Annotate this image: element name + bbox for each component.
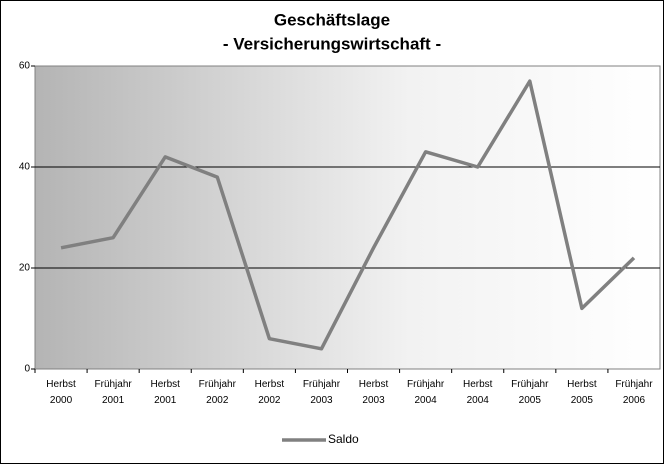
x-tick-label-box: Herbst 2000 bbox=[46, 379, 76, 406]
y-tick-label: 20 bbox=[19, 263, 31, 274]
x-tick-label-box: Frühjahr 2004 bbox=[407, 379, 445, 406]
x-tick-label: Frühjahr 2003 bbox=[302, 379, 341, 406]
x-tick-label-box: Herbst 2003 bbox=[358, 379, 389, 406]
x-tick-label-box: Herbst 2001 bbox=[150, 379, 180, 406]
x-tick-label-box: Frühjahr 2001 bbox=[94, 379, 132, 406]
x-tick-label-box: Frühjahr 2006 bbox=[615, 379, 653, 406]
x-tick-label: Herbst 2003 bbox=[358, 379, 389, 406]
x-tick-label-box: Herbst 2002 bbox=[254, 379, 285, 406]
chart-title: Geschäftslage bbox=[274, 10, 390, 29]
data-line bbox=[60, 79, 636, 351]
x-tick-label: Herbst 2001 bbox=[150, 379, 180, 406]
chart-subtitle: - Versicherungswirtschaft - bbox=[223, 34, 441, 53]
x-tick-label: Herbst 2002 bbox=[254, 379, 285, 406]
x-tick-label: Frühjahr 2002 bbox=[198, 379, 236, 406]
x-tick-label: Frühjahr 2006 bbox=[615, 379, 653, 406]
x-tick-label: Herbst 2004 bbox=[462, 379, 493, 406]
x-tick-label-box: Frühjahr 2002 bbox=[198, 379, 236, 406]
x-tick-label-box: Herbst 2005 bbox=[567, 379, 597, 406]
x-tick-label: Herbst 2000 bbox=[46, 379, 76, 406]
x-tick-label: Frühjahr 2005 bbox=[511, 379, 549, 406]
x-tick-label: Frühjahr 2001 bbox=[94, 379, 132, 406]
y-tick-label: 40 bbox=[19, 162, 31, 173]
x-tick-label: Frühjahr 2004 bbox=[407, 379, 445, 406]
legend-label: Saldo bbox=[328, 432, 359, 446]
y-tick-label: 0 bbox=[24, 364, 30, 375]
x-tick-label-box: Frühjahr 2005 bbox=[511, 379, 549, 406]
y-tick-label: 60 bbox=[19, 61, 31, 72]
x-tick-label-box: Frühjahr 2003 bbox=[302, 379, 341, 406]
x-tick-label-box: Herbst 2004 bbox=[462, 379, 493, 406]
x-tick-label: Herbst 2005 bbox=[567, 379, 597, 406]
plot-area bbox=[34, 65, 661, 370]
